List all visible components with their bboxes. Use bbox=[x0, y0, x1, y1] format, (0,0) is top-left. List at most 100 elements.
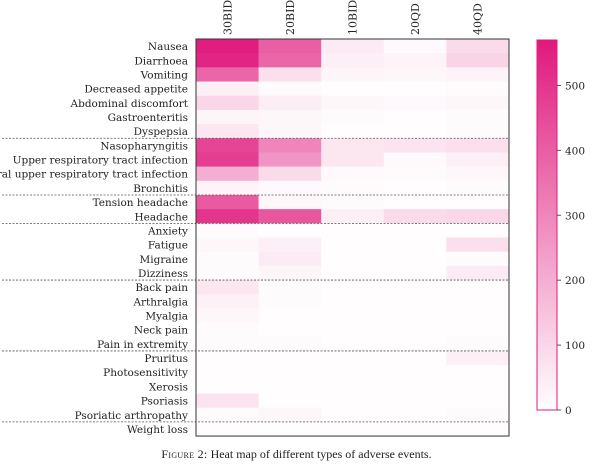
column-label: 10BID bbox=[347, 0, 360, 35]
row-label: Back pain bbox=[135, 282, 188, 294]
row-label: Decreased appetite bbox=[84, 84, 188, 96]
row-label: Headache bbox=[135, 211, 188, 223]
heatmap-cell bbox=[383, 138, 447, 153]
heatmap-cell bbox=[383, 393, 447, 408]
colorbar-tick-label: 300 bbox=[565, 210, 585, 222]
row-label: Upper respiratory tract infection bbox=[13, 155, 189, 167]
heatmap-cell bbox=[383, 81, 447, 97]
heatmap-cell bbox=[321, 251, 385, 267]
heatmap-cell bbox=[321, 365, 385, 380]
heatmap-cell bbox=[196, 223, 259, 238]
colorbar-tick-label: 500 bbox=[565, 80, 585, 92]
heatmap-cell bbox=[446, 251, 510, 267]
heatmap-cell bbox=[196, 237, 259, 252]
heatmap-cell bbox=[383, 53, 447, 68]
heatmap-cell bbox=[258, 280, 322, 295]
row-label: Bronchitis bbox=[133, 183, 188, 195]
heatmap-cell bbox=[258, 365, 322, 380]
heatmap-cell bbox=[196, 194, 259, 210]
heatmap-cell bbox=[321, 209, 385, 224]
row-label: Dyspepsia bbox=[134, 126, 188, 138]
heatmap-cell bbox=[321, 350, 385, 366]
heatmap-cell bbox=[258, 81, 322, 97]
heatmap-cell bbox=[383, 251, 447, 267]
heatmap-cell bbox=[196, 421, 259, 437]
heatmap-cell bbox=[321, 95, 385, 111]
heatmap-cell bbox=[196, 251, 259, 267]
heatmap-cell bbox=[258, 421, 322, 437]
heatmap-cell bbox=[321, 194, 385, 210]
heatmap-cell bbox=[321, 308, 385, 323]
heatmap-cell bbox=[321, 280, 385, 295]
heatmap-cell bbox=[196, 209, 259, 224]
heatmap-cell bbox=[383, 180, 447, 196]
heatmap-cell bbox=[321, 180, 385, 196]
colorbar: 0 100 200 300 400 500 bbox=[536, 39, 585, 417]
heatmap-cell bbox=[196, 109, 259, 125]
heatmap-cell bbox=[446, 294, 510, 309]
heatmap-cell bbox=[258, 152, 322, 167]
heatmap-cell bbox=[383, 152, 447, 167]
heatmap-cell bbox=[446, 280, 510, 295]
heatmap-cell bbox=[258, 294, 322, 309]
heatmap-cell bbox=[383, 365, 447, 380]
heatmap-cell bbox=[258, 336, 322, 352]
heatmap-cell bbox=[321, 237, 385, 252]
colorbar-gradient bbox=[536, 39, 558, 411]
heatmap-cell bbox=[383, 237, 447, 252]
heatmap-cell bbox=[446, 166, 510, 182]
heatmap-cell bbox=[196, 95, 259, 111]
colorbar-ticks: 0 100 200 300 400 500 bbox=[557, 80, 585, 417]
heatmap-cell bbox=[196, 379, 259, 394]
row-label: Psoriasis bbox=[141, 396, 188, 408]
heatmap-cell bbox=[258, 53, 322, 68]
row-label: Viral upper respiratory tract infection bbox=[0, 169, 188, 181]
heatmap-cell bbox=[196, 67, 259, 82]
row-label: Pain in extremity bbox=[97, 339, 188, 351]
heatmap-cell bbox=[446, 124, 510, 139]
heatmap-cell bbox=[321, 265, 385, 281]
column-label: 20BID bbox=[284, 0, 297, 35]
row-label: Neck pain bbox=[134, 325, 188, 337]
caption-text: Heat map of different types of adverse e… bbox=[207, 447, 432, 461]
heatmap-cell bbox=[258, 138, 322, 153]
heatmap-cell bbox=[446, 365, 510, 380]
heatmap-cell bbox=[446, 265, 510, 281]
heatmap-cell bbox=[258, 180, 322, 196]
heatmap-cell bbox=[258, 109, 322, 125]
row-label: Fatigue bbox=[148, 240, 188, 252]
heatmap-cell bbox=[383, 350, 447, 366]
figure-label: Figure 2: bbox=[161, 447, 208, 461]
heatmap-cell bbox=[321, 124, 385, 139]
heatmap-cell bbox=[446, 39, 510, 54]
column-label: 20QD bbox=[409, 3, 422, 35]
heatmap-cell bbox=[196, 138, 259, 153]
heatmap-cell bbox=[196, 280, 259, 295]
heatmap-cell bbox=[321, 39, 385, 54]
heatmap-cells bbox=[196, 39, 510, 437]
heatmap-cell bbox=[446, 322, 510, 338]
heatmap-cell bbox=[383, 95, 447, 111]
column-labels: 30BID 20BID 10BID 20QD 40QD bbox=[221, 0, 484, 35]
heatmap-cell bbox=[383, 209, 447, 224]
row-labels: Nausea Diarrhoea Vomiting Decreased appetit… bbox=[0, 41, 189, 436]
heatmap-cell bbox=[446, 194, 510, 210]
row-label: Xerosis bbox=[149, 381, 188, 393]
heatmap-cell bbox=[383, 166, 447, 182]
row-label: Abdominal discomfort bbox=[70, 98, 189, 110]
row-label: Vomiting bbox=[140, 69, 189, 81]
colorbar-tick-label: 100 bbox=[565, 340, 585, 352]
row-label: Myalgia bbox=[145, 311, 188, 323]
row-label: Diarrhoea bbox=[134, 55, 188, 67]
heatmap-cell bbox=[196, 393, 259, 408]
heatmap-cell bbox=[321, 393, 385, 408]
heatmap-cell bbox=[258, 308, 322, 323]
heatmap-cell bbox=[196, 308, 259, 323]
row-label: Nasopharyngitis bbox=[100, 140, 188, 152]
heatmap-cell bbox=[196, 81, 259, 97]
row-label: Psoriatic arthropathy bbox=[75, 410, 188, 422]
heatmap-cell bbox=[196, 294, 259, 309]
heatmap-cell bbox=[383, 194, 447, 210]
heatmap-cell bbox=[321, 138, 385, 153]
heatmap-cell bbox=[258, 67, 322, 82]
